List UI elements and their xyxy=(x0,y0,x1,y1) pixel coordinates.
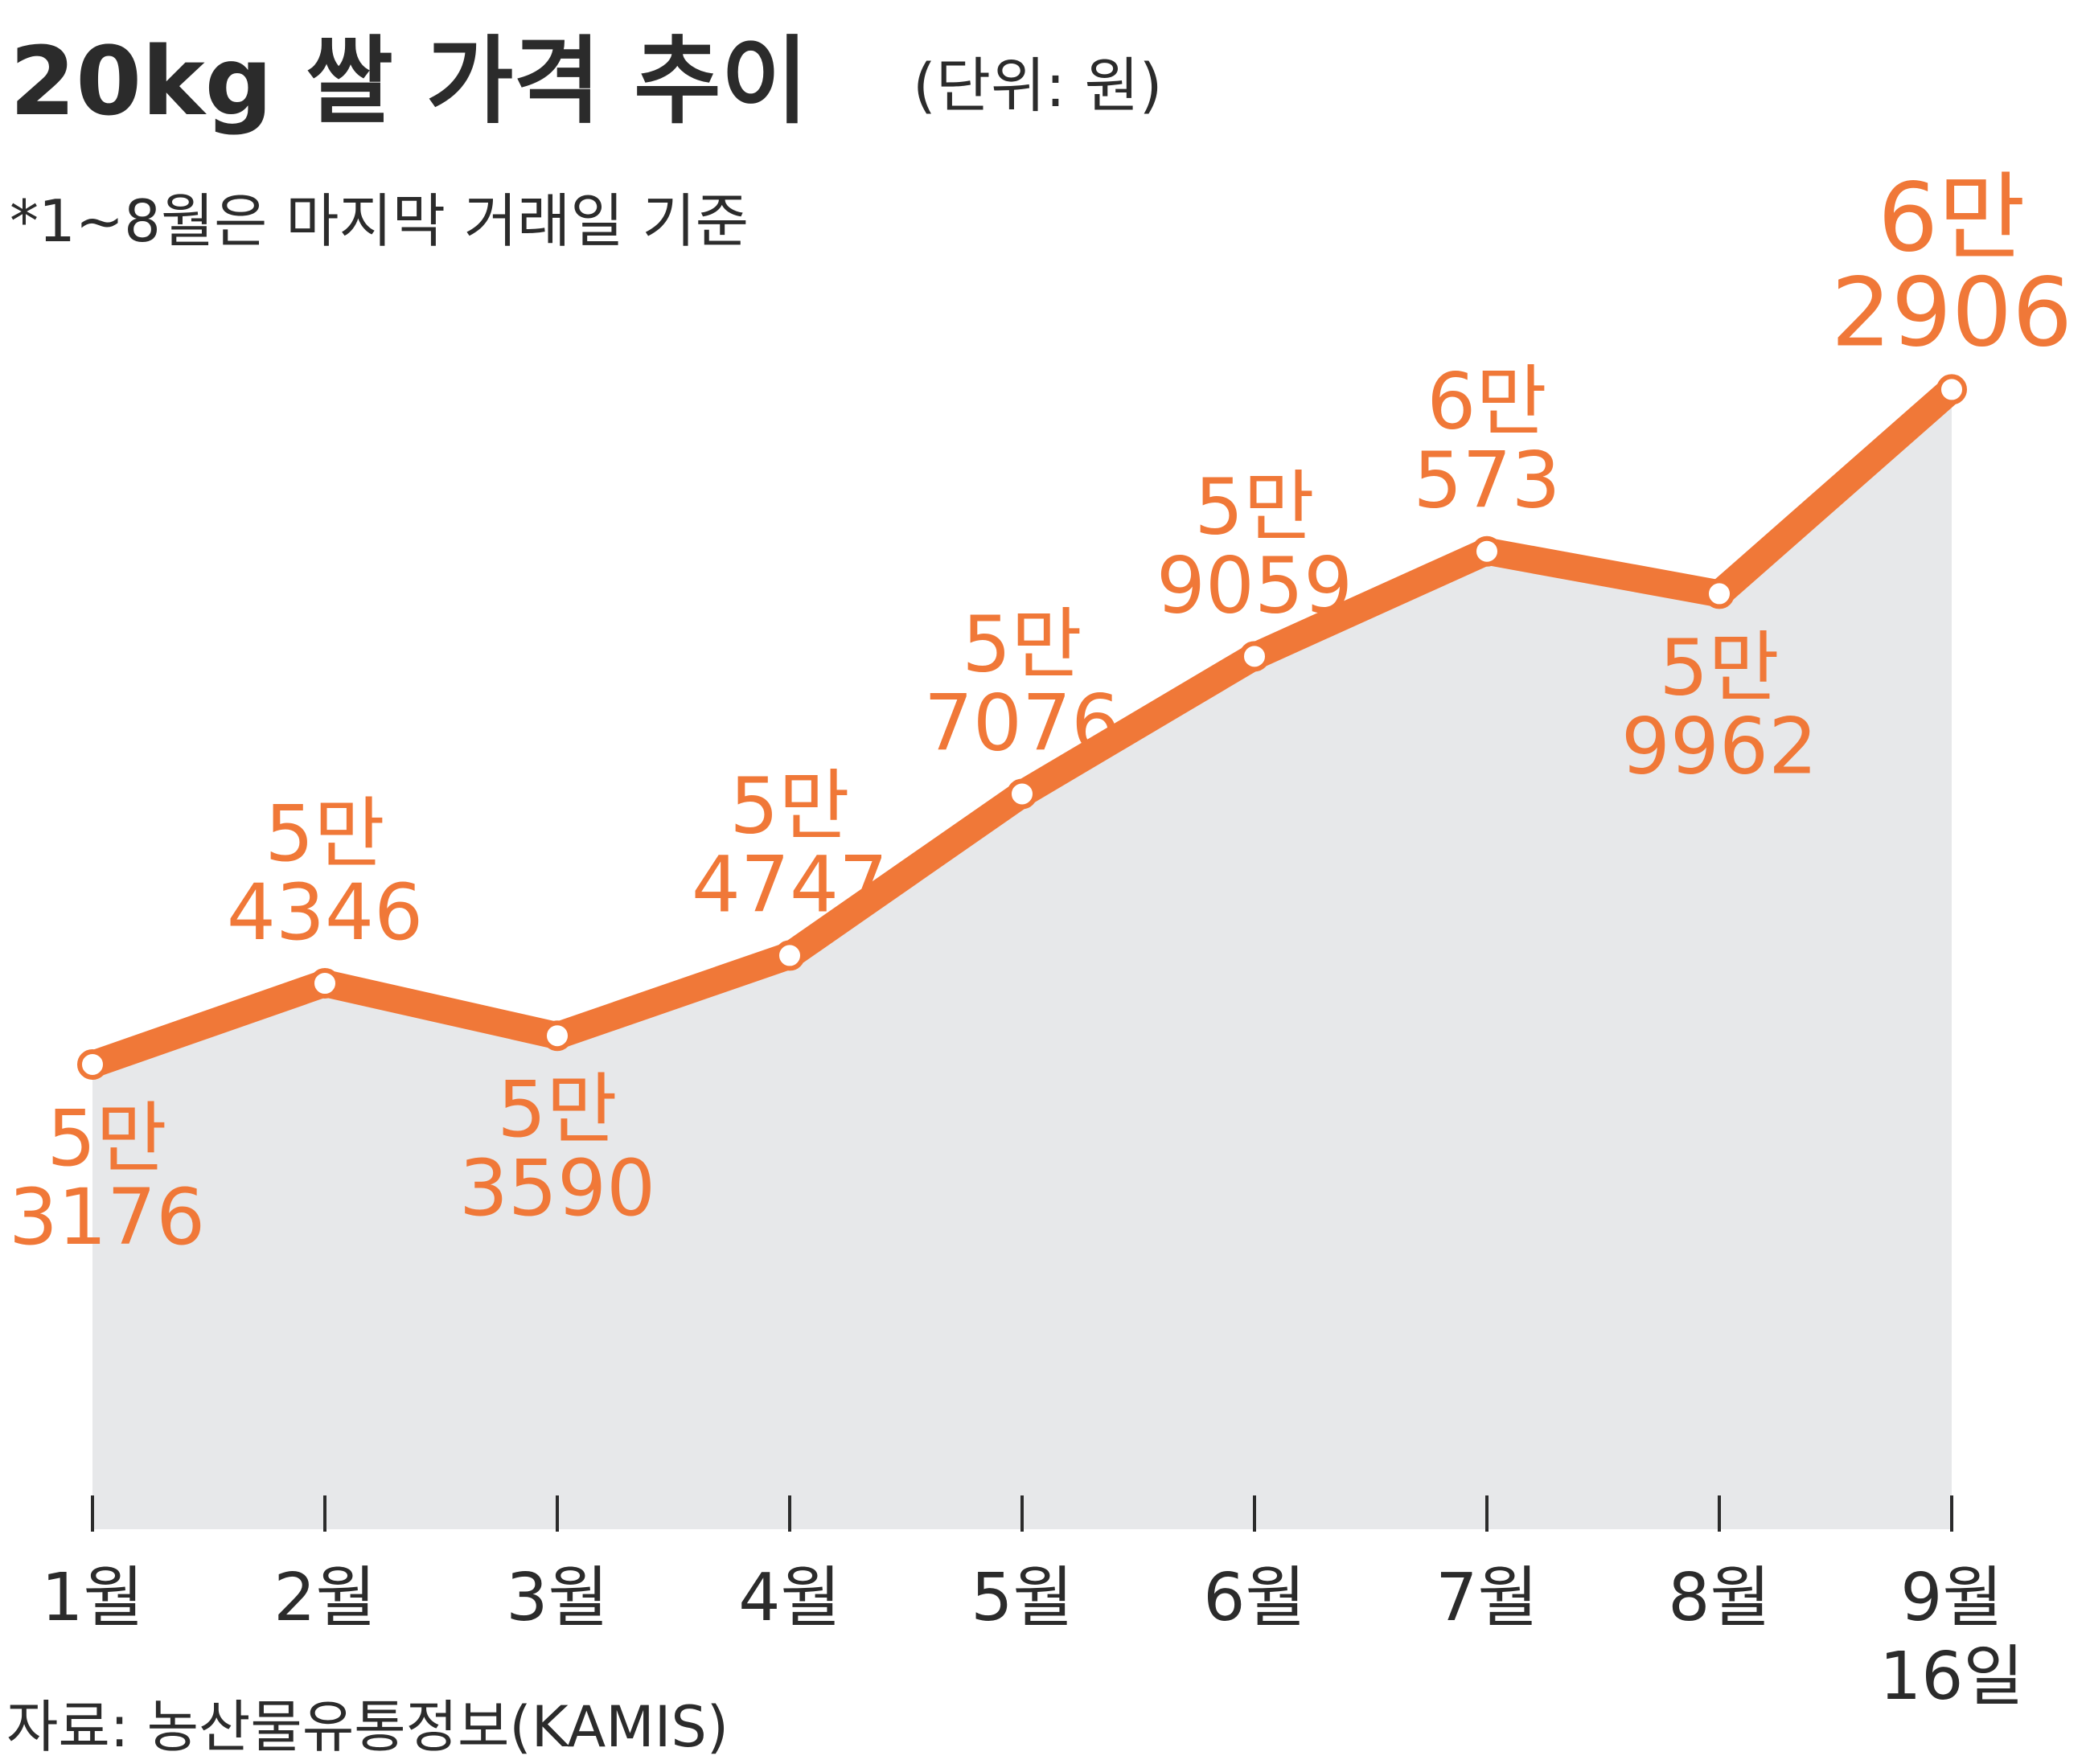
data-point xyxy=(1239,641,1270,672)
data-label-value: 2906 xyxy=(1831,256,2072,367)
x-tick-label: 4월 xyxy=(738,1560,841,1636)
data-point xyxy=(77,1048,108,1080)
data-point xyxy=(310,968,340,999)
x-tick-label: 2월 xyxy=(273,1560,376,1636)
data-label-value: 9059 xyxy=(1156,540,1353,630)
x-tick-label: 5월 xyxy=(971,1560,1074,1636)
data-label-value: 9962 xyxy=(1621,701,1817,791)
x-tick-label: 1월 xyxy=(41,1560,144,1636)
data-label-value: 3590 xyxy=(459,1143,655,1233)
data-point xyxy=(1936,374,1967,405)
data-point xyxy=(542,1020,573,1052)
data-point xyxy=(1472,535,1502,567)
data-label-value: 7076 xyxy=(924,678,1120,768)
data-label-man: 5만 xyxy=(729,761,849,851)
x-tick-label: 8월 xyxy=(1668,1560,1771,1636)
data-label-value: 573 xyxy=(1413,436,1560,526)
chart-title: 20kg 쌀 가격 추이 xyxy=(10,26,808,137)
data-label-value: 4747 xyxy=(692,839,888,929)
data-label-man: 5만 xyxy=(1194,462,1314,552)
data-label-man: 5만 xyxy=(962,599,1082,689)
source-note: 자료: 농산물유통정보(KAMIS) xyxy=(6,1694,729,1760)
data-point xyxy=(1704,578,1735,609)
x-tick-label: 7월 xyxy=(1435,1560,1538,1636)
x-tick-label: 9월 xyxy=(1900,1560,2003,1636)
data-label-value: 4346 xyxy=(227,868,423,958)
data-label-man: 5만 xyxy=(265,789,384,879)
footnote: *1~8월은 마지막 거래일 기준 xyxy=(10,187,749,255)
plot-area: 1월 2월 3월 4월 5월 6월 7월 8월 9월16일5만31765만43465만35905… xyxy=(9,162,2072,1715)
data-label-man: 6만 xyxy=(1427,357,1546,447)
data-label-value: 3176 xyxy=(9,1172,205,1262)
data-point xyxy=(1007,778,1037,810)
data-point xyxy=(774,940,805,971)
data-label-man: 5만 xyxy=(497,1065,617,1155)
data-label-man: 6만 xyxy=(1878,162,2026,273)
unit-note: (단위: 원) xyxy=(913,51,1162,121)
data-label-man: 5만 xyxy=(1659,622,1779,712)
x-tick-label: 16일 xyxy=(1879,1639,2024,1715)
area-fill xyxy=(92,389,1952,1528)
data-label-man: 5만 xyxy=(47,1093,166,1184)
x-tick-label: 3월 xyxy=(506,1560,609,1636)
x-tick-label: 6월 xyxy=(1203,1560,1306,1636)
